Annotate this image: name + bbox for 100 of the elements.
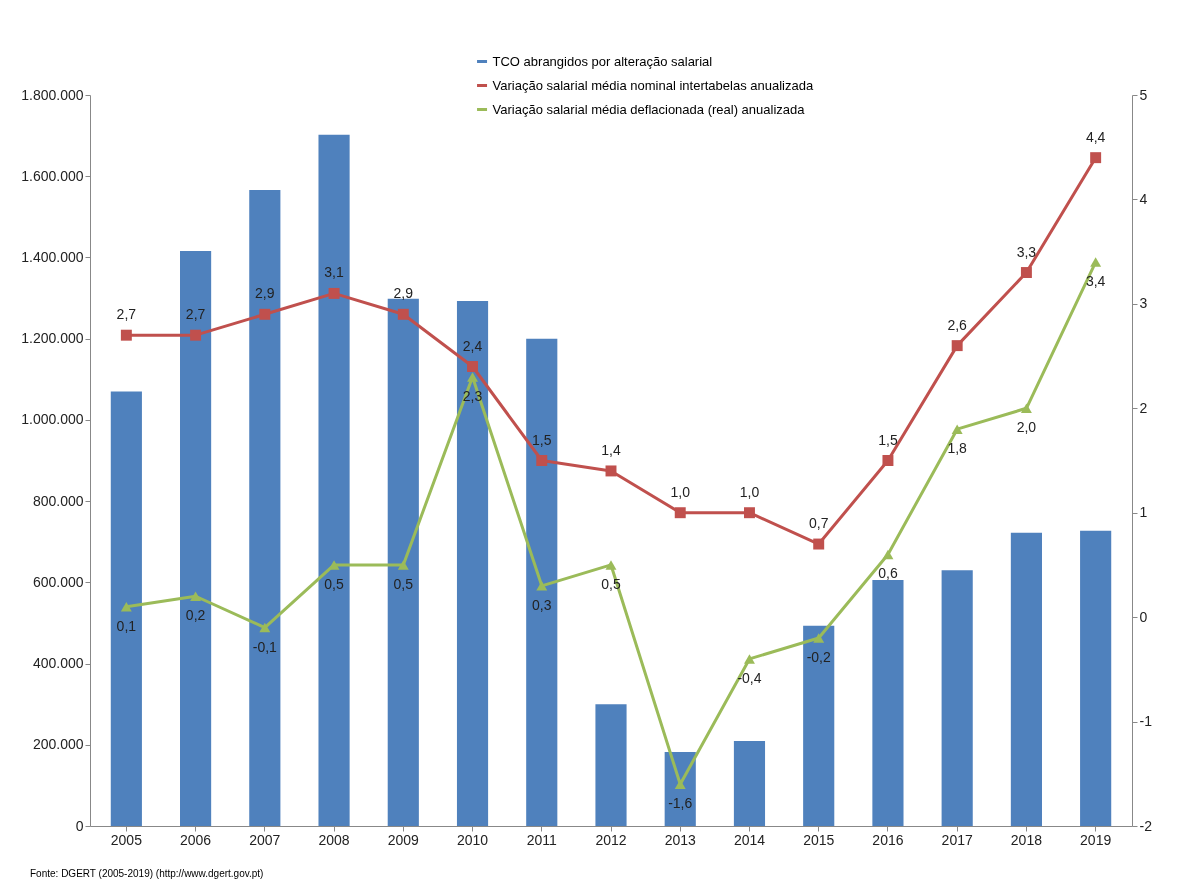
data-label: 1,8 [947,440,968,457]
bar [249,190,281,826]
data-label: 3,3 [1016,243,1037,260]
source-note: Fonte: DGERT (2005-2019) (http://www.dgert.gov.pt) [30,868,265,879]
x-tick-label: 2015 [803,831,835,848]
point [1020,267,1032,279]
x-tick-label: 2019 [1080,831,1112,848]
x-tick-label: 2011 [526,831,558,848]
point [190,329,202,341]
y-tick-label: 200.000 [32,736,84,753]
point [882,549,894,560]
point [259,622,271,633]
point [190,591,202,601]
point [951,424,963,434]
y-tick-label: 400.000 [32,655,84,672]
point [605,465,617,477]
x-tick-label: 2006 [180,831,212,848]
x-tick-label: 2010 [456,831,489,848]
point [120,601,132,612]
y2-tick-label: 0 [1139,608,1148,625]
bar [872,579,904,826]
legend-label: TCO abrangidos por alteração salarial [492,53,713,69]
point [1090,257,1102,267]
point [397,560,409,570]
data-label: 0,6 [878,565,898,582]
point [328,287,340,299]
bar [1010,532,1042,826]
bar [387,298,419,826]
y-tick-label: 1.600.000 [21,167,84,184]
data-label: 1,5 [532,431,552,448]
point [951,340,963,352]
x-tick-label: 2018 [1010,831,1043,848]
data-label: 2,4 [462,337,483,354]
data-label: 2,7 [116,306,137,323]
data-label: -0,1 [252,638,278,655]
data-label: 2,9 [393,285,414,302]
y2-tick-label: -2 [1139,817,1153,834]
data-label: 3,4 [1085,273,1106,290]
point [882,455,894,466]
bar [180,250,212,826]
data-label: 1,0 [739,483,760,500]
data-label: 0,7 [808,515,829,532]
point [813,633,825,643]
bar [526,338,558,826]
bar [456,300,489,826]
data-label: 1,4 [601,441,621,458]
data-label: -0,2 [806,649,831,666]
data-label: 2,6 [947,316,968,333]
y2-tick-label: 1 [1139,504,1148,521]
point [397,308,409,320]
point [674,779,686,789]
point [743,507,755,519]
point [536,581,548,591]
bar [110,391,142,826]
x-tick-label: 2007 [249,831,281,848]
bar [941,570,973,826]
point [467,372,479,382]
x-tick-label: 2013 [664,831,697,848]
x-tick-label: 2016 [872,831,904,848]
point [259,308,271,320]
point [813,538,825,550]
x-tick-label: 2014 [733,831,766,848]
data-label: 0,3 [532,596,552,613]
x-tick-label: 2005 [110,831,143,848]
y2-tick-label: -1 [1139,713,1153,730]
x-tick-label: 2017 [941,831,973,848]
bar [1080,530,1112,826]
point [605,560,617,570]
legend-label: Variação salarial média deflacionada (real) anualizada [492,101,806,117]
bar [595,704,627,826]
y2-tick-label: 5 [1139,86,1148,103]
y-tick-label: 1.800.000 [21,86,84,103]
bar [803,625,835,826]
y-tick-label: 1.000.000 [21,411,84,428]
point [536,455,548,466]
point [674,507,686,519]
data-label: 0,1 [116,617,137,634]
point [120,329,132,341]
y-tick-label: 800.000 [32,492,84,509]
data-label: 1,5 [878,431,898,448]
point [1020,403,1032,414]
point [1090,152,1102,164]
data-label: 0,5 [393,575,414,592]
y2-tick-label: 4 [1139,190,1148,207]
y-tick-label: 0 [75,817,84,834]
data-label: 3,1 [324,264,344,281]
y-tick-label: 1.400.000 [21,248,84,265]
y-tick-label: 1.200.000 [21,330,84,347]
data-label: 0,2 [185,607,206,624]
y2-tick-label: 2 [1139,399,1148,416]
data-label: -1,6 [668,795,693,812]
x-tick-label: 2012 [595,831,627,848]
bar [733,741,766,826]
x-tick-label: 2009 [387,831,420,848]
y2-tick-label: 3 [1139,295,1148,312]
x-tick-label: 2008 [318,831,350,848]
data-label: 0,5 [324,575,344,592]
legend-label: Variação salarial média nominal intertabelas anualizada [492,77,814,93]
bar [318,134,350,826]
point [467,361,479,372]
